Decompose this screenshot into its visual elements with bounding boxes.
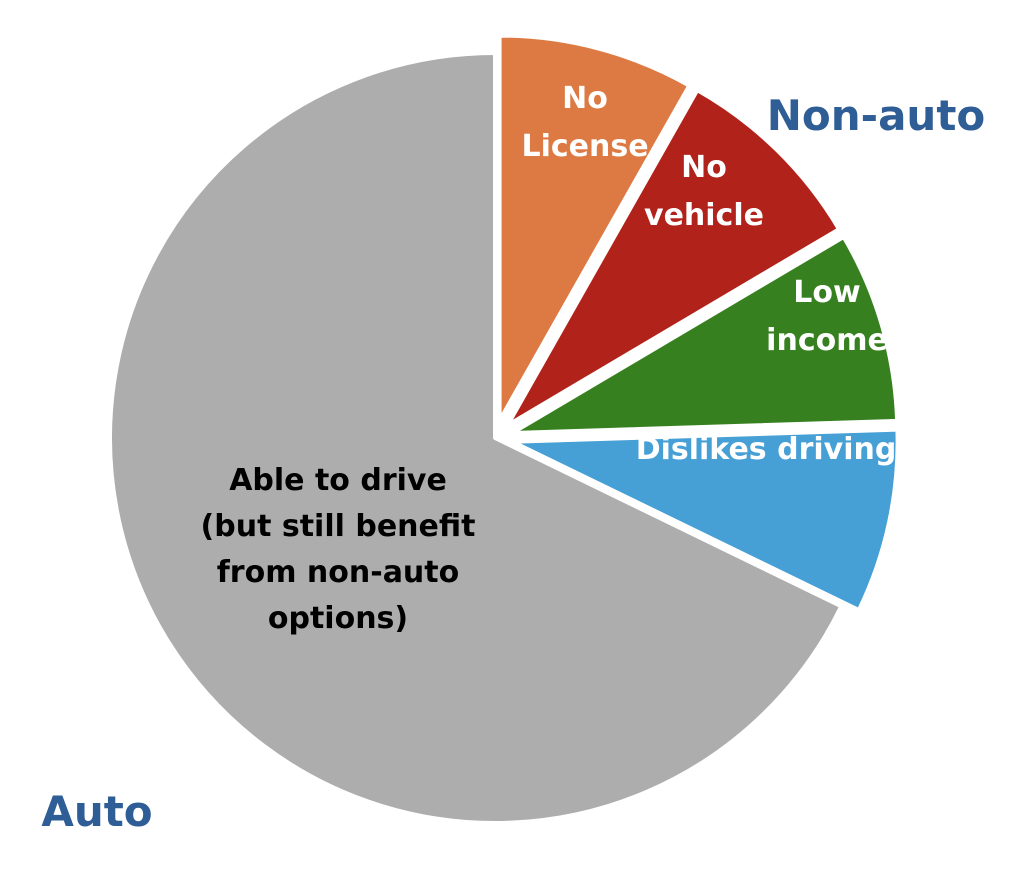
slice-label-line: vehicle	[644, 198, 764, 233]
pie-slice-3	[510, 427, 900, 613]
slice-label-line: Able to drive	[229, 463, 447, 498]
slice-label-line: from non-auto	[217, 555, 460, 590]
slice-label-4: Able to drive (but still benefit from non-…	[201, 463, 476, 636]
slice-label-line: Dislikes driving	[636, 432, 897, 467]
group-label-non-auto: Non-auto	[767, 91, 986, 140]
slice-label-line: (but still benefit	[201, 509, 476, 544]
pie-slice-0	[497, 33, 692, 423]
pie-slice-2	[510, 234, 900, 435]
pie-slice-4	[108, 51, 844, 825]
group-label-auto: Auto	[41, 787, 152, 836]
slice-label-2: Low income	[766, 275, 888, 358]
pie-slice-1	[505, 88, 841, 428]
slice-label-line: License	[521, 129, 648, 164]
slice-label-1: No vehicle	[644, 150, 764, 233]
slice-label-line: income	[766, 323, 888, 358]
slice-label-line: No	[562, 81, 608, 116]
slice-label-line: options)	[268, 601, 408, 636]
pie-slices	[108, 33, 900, 825]
slice-label-0: No License	[521, 81, 648, 164]
slice-label-3: Dislikes driving	[636, 432, 897, 467]
slice-label-line: No	[681, 150, 727, 185]
slice-label-line: Low	[793, 275, 860, 310]
slice-labels: No License No vehicle Low income Dislikes driv…	[201, 81, 897, 636]
